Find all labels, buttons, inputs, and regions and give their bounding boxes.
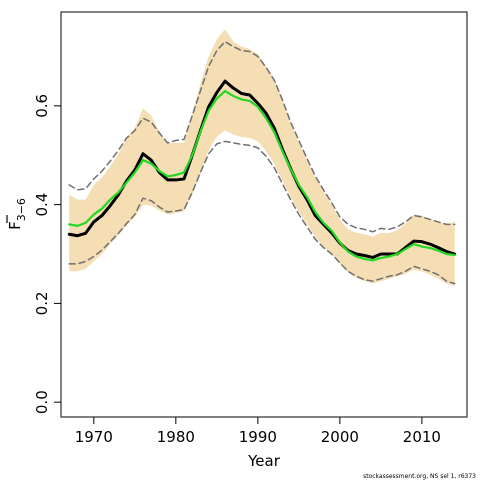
x-tick-label: 1990: [239, 428, 277, 446]
y-axis-title-main: F: [6, 221, 24, 230]
y-tick-label: 0.4: [33, 193, 51, 217]
x-axis: 1970 1980 1990 2000 2010: [75, 416, 441, 446]
y-axis: 0.0 0.2 0.4 0.6: [33, 94, 62, 414]
y-tick-label: 0.6: [33, 94, 51, 118]
y-axis-title: F3−6: [6, 198, 28, 230]
y-tick-label: 0.0: [33, 390, 51, 414]
plot-layer: [67, 29, 457, 287]
ci-lower-line: [68, 140, 456, 285]
confidence-band: [69, 29, 455, 287]
ci-upper-line: [68, 40, 456, 233]
estimate-line-green: [68, 89, 456, 262]
x-tick-label: 2000: [321, 428, 359, 446]
x-tick-label: 2010: [403, 428, 441, 446]
y-axis-title-subscript: 3−6: [15, 198, 28, 221]
estimate-line-black: [67, 79, 457, 259]
y-tick-label: 0.2: [33, 291, 51, 315]
footer-credit: stockassessment.org, NS sel 1, r6373: [363, 473, 476, 480]
svg-text:F3−6: F3−6: [6, 198, 28, 230]
x-tick-label: 1970: [75, 428, 113, 446]
x-axis-title: Year: [247, 452, 281, 470]
x-tick-label: 1980: [157, 428, 195, 446]
